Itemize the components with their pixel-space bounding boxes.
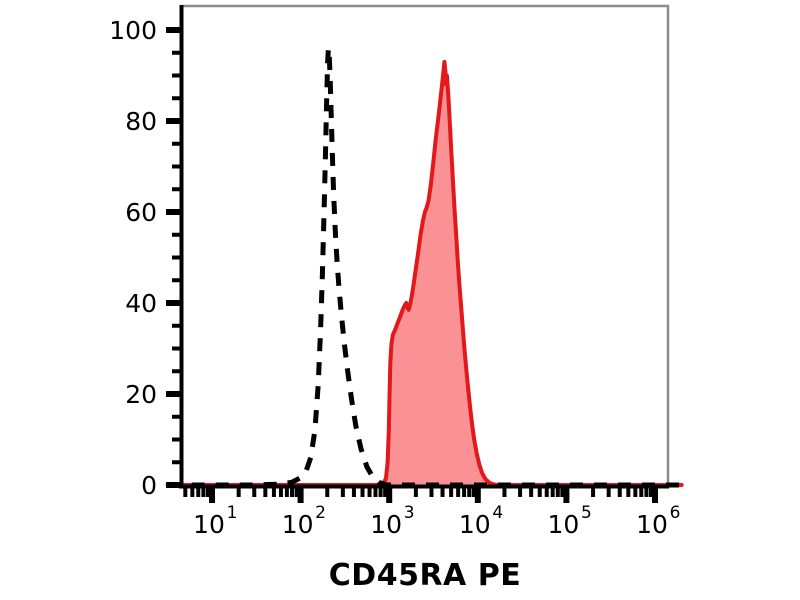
x-tick-label: 10 2 (282, 503, 326, 539)
x-axis-tick-labels: 10 1 10 2 10 3 10 4 10 5 10 6 (193, 503, 680, 539)
x-tick-base: 10 (370, 510, 402, 539)
data-series-group (165, 47, 684, 488)
x-tick-label: 10 6 (636, 503, 680, 539)
series-stained-area (167, 61, 682, 485)
x-tick-label: 10 5 (547, 503, 591, 539)
x-axis-ticks (183, 486, 658, 503)
y-tick-label: 40 (125, 289, 157, 318)
x-tick-base: 10 (193, 510, 225, 539)
x-tick-label: 10 1 (193, 503, 237, 539)
x-tick-exponent: 6 (670, 503, 681, 523)
x-axis-title: CD45RA PE (329, 558, 521, 593)
x-tick-label: 10 3 (370, 503, 414, 539)
x-tick-label: 10 4 (459, 503, 503, 539)
x-tick-exponent: 5 (581, 503, 592, 523)
series-isotype-control-line (167, 47, 682, 488)
plot-frame (181, 4, 670, 485)
y-tick-label: 0 (141, 471, 157, 500)
y-axis-ticks (166, 27, 183, 488)
y-tick-label: 20 (125, 380, 157, 409)
y-tick-label: 60 (125, 198, 157, 227)
x-tick-exponent: 4 (492, 503, 503, 523)
x-tick-exponent: 1 (227, 503, 238, 523)
y-tick-label: 100 (109, 16, 157, 45)
x-tick-base: 10 (282, 510, 314, 539)
y-axis-tick-labels: 0 20 40 60 80 100 (109, 16, 157, 500)
x-tick-exponent: 2 (315, 503, 326, 523)
axes-group (179, 5, 669, 489)
x-tick-base: 10 (636, 510, 668, 539)
y-tick-label: 80 (125, 107, 157, 136)
x-tick-exponent: 3 (404, 503, 415, 523)
x-tick-base: 10 (547, 510, 579, 539)
x-tick-base: 10 (459, 510, 491, 539)
series-stained-outline (165, 59, 684, 487)
